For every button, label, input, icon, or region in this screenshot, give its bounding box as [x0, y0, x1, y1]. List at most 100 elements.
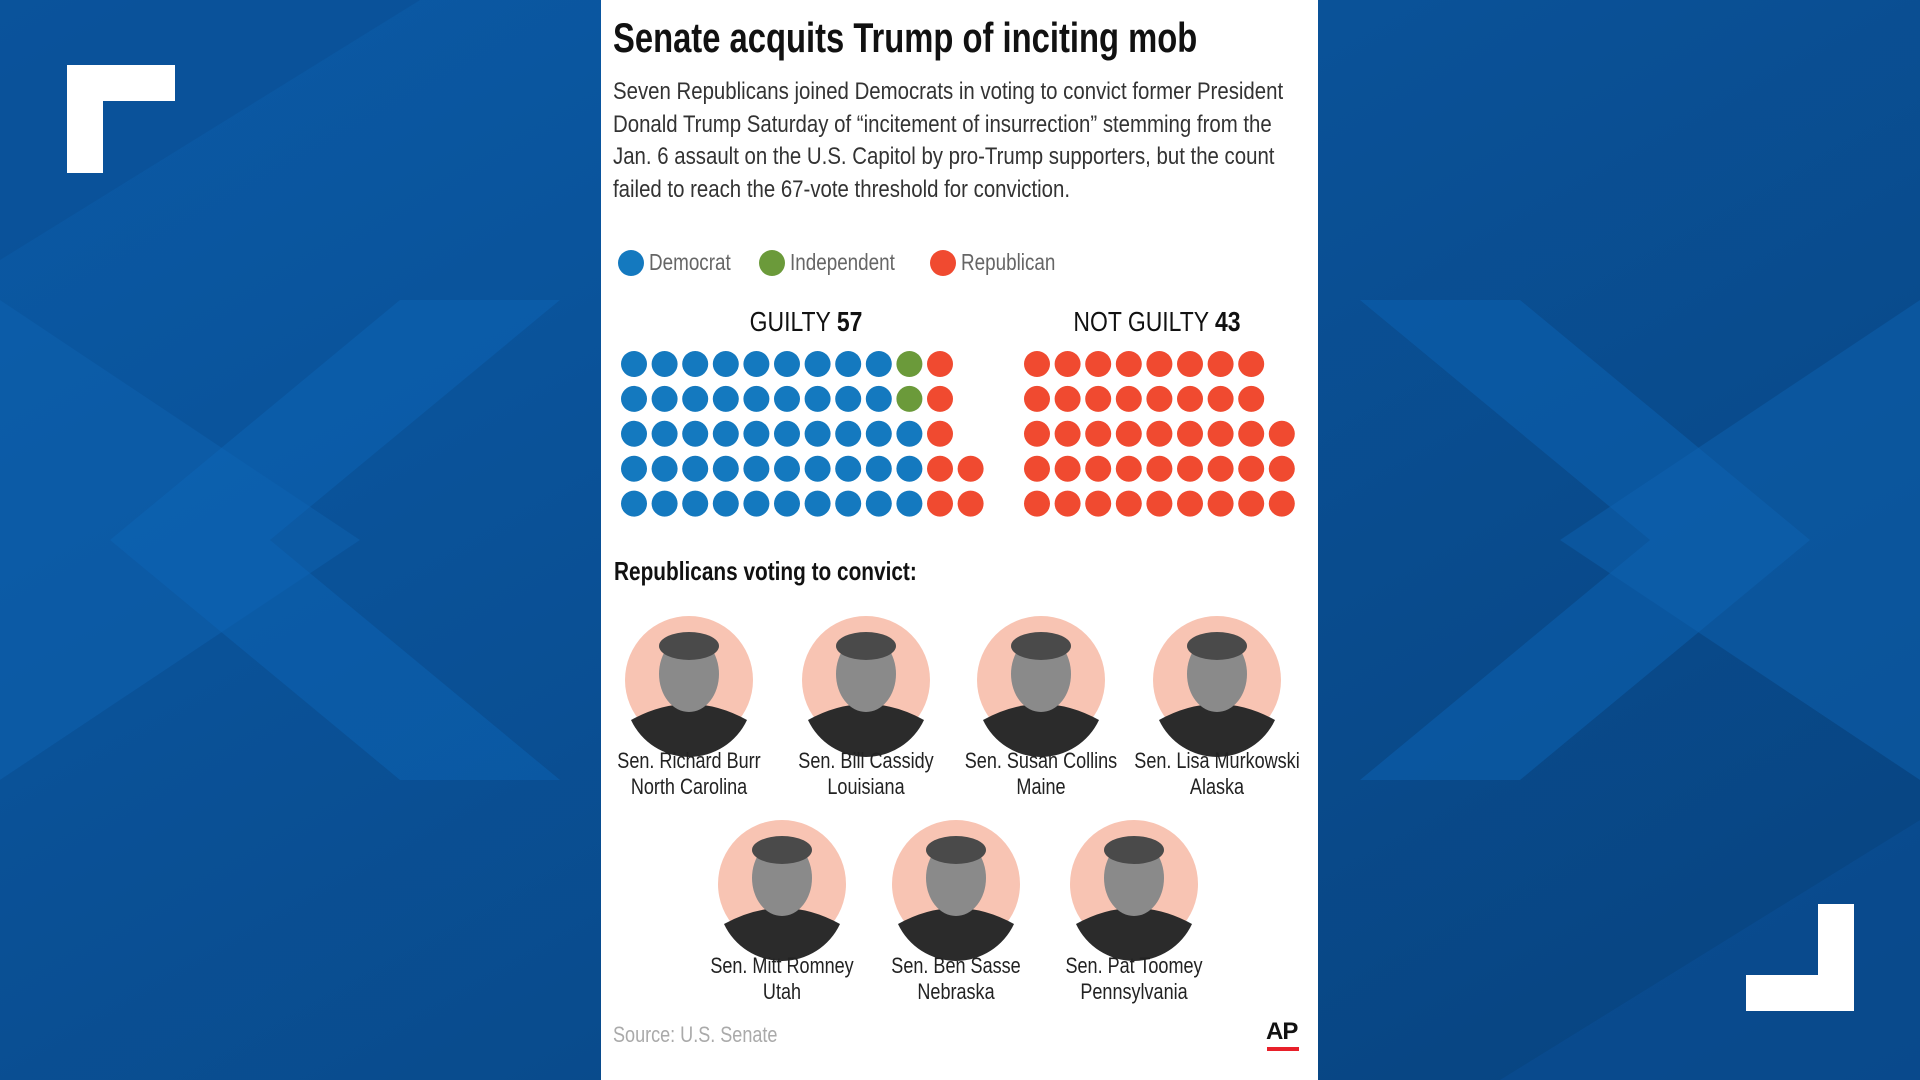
vote-dot — [1177, 385, 1203, 412]
vote-dot — [1054, 351, 1081, 377]
vote-dot — [1146, 420, 1173, 447]
portrait-body — [724, 908, 840, 961]
vote-dot — [774, 455, 800, 482]
credit-underline — [1267, 1047, 1299, 1051]
senator-name: Sen. Lisa Murkowski — [1134, 748, 1300, 773]
vote-dot — [1238, 420, 1265, 447]
vote-dot — [1085, 351, 1112, 377]
portrait-hair — [926, 836, 986, 864]
legend-label: Republican — [961, 249, 1056, 275]
vote-dot — [682, 351, 709, 377]
group-name: NOT GUILTY — [1073, 306, 1209, 337]
vote-dot — [1207, 455, 1234, 482]
senator-state: Louisiana — [827, 774, 905, 799]
vote-dot — [957, 455, 984, 482]
portrait-body — [1159, 704, 1275, 757]
vote-dot — [1024, 490, 1050, 517]
senator-state: Pennsylvania — [1080, 979, 1188, 1004]
vote-dot — [1177, 351, 1203, 377]
vote-dot — [835, 351, 862, 377]
vote-dot — [896, 455, 923, 482]
vote-dot — [621, 420, 647, 447]
senator-state: Alaska — [1189, 774, 1245, 799]
group-label: GUILTY 57 — [683, 306, 929, 338]
vote-dot — [621, 385, 647, 412]
portrait-hair — [752, 836, 812, 864]
vote-dot — [743, 351, 770, 377]
group-total: 43 — [1215, 306, 1241, 337]
vote-dot — [804, 385, 831, 412]
vote-dot — [865, 351, 892, 377]
vote-dot — [1146, 351, 1173, 377]
group-label: NOT GUILTY 43 — [1034, 306, 1280, 338]
vote-dot — [1024, 420, 1050, 447]
portrait-body — [983, 704, 1099, 757]
vote-dot — [682, 385, 709, 412]
vote-dot — [1054, 490, 1081, 517]
vote-dot — [896, 351, 923, 377]
vote-dot — [1115, 455, 1142, 482]
portrait-hair — [836, 632, 896, 660]
vote-dot — [835, 490, 862, 517]
vote-dot — [621, 351, 647, 377]
chart-title: Senate acquits Trump of inciting mob — [613, 14, 1198, 61]
vote-dot — [1177, 490, 1203, 517]
vote-dot — [1146, 490, 1173, 517]
vote-dot — [682, 490, 709, 517]
vote-dot — [1085, 420, 1112, 447]
senator-name: Sen. Richard Burr — [617, 748, 761, 773]
group-name: GUILTY — [749, 306, 831, 337]
vote-dot — [712, 385, 739, 412]
vote-dot — [927, 420, 953, 447]
portrait-hair — [659, 632, 719, 660]
vote-dot — [1115, 351, 1142, 377]
portrait-hair — [1187, 632, 1247, 660]
portrait-body — [631, 704, 747, 757]
vote-dot — [1054, 420, 1081, 447]
vote-dot — [651, 351, 678, 377]
vote-dot — [1085, 455, 1112, 482]
vote-dot — [1238, 455, 1265, 482]
vote-dot — [1085, 490, 1112, 517]
senator-state: North Carolina — [630, 774, 748, 799]
senator-name: Sen. Mitt Romney — [710, 953, 854, 978]
vote-dot — [1207, 490, 1234, 517]
legend-dot — [930, 250, 956, 276]
vote-dot — [621, 455, 647, 482]
vote-dot — [1115, 385, 1142, 412]
vote-dot — [682, 455, 709, 482]
vote-dot — [1115, 420, 1142, 447]
group-total: 57 — [836, 306, 863, 337]
vote-dot — [1024, 385, 1050, 412]
vote-dot — [651, 490, 678, 517]
vote-dot — [804, 455, 831, 482]
vote-dot — [712, 351, 739, 377]
subtitle: Seven Republicans joined Democrats in vo… — [613, 78, 1284, 203]
vote-dot — [1268, 420, 1295, 447]
portrait-hair — [1011, 632, 1071, 660]
vote-dot — [865, 420, 892, 447]
vote-dot — [1146, 385, 1173, 412]
vote-dot — [621, 490, 647, 517]
legend-label: Democrat — [649, 249, 731, 275]
vote-dot — [774, 351, 800, 377]
vote-dot — [774, 385, 800, 412]
vote-dot — [927, 385, 953, 412]
vote-dot — [804, 351, 831, 377]
vote-dot — [1146, 455, 1173, 482]
legend-dot — [759, 250, 785, 276]
portrait-body — [808, 704, 924, 757]
vote-dot — [1238, 351, 1265, 377]
vote-dot — [743, 455, 770, 482]
vote-dot — [1024, 455, 1050, 482]
portrait-hair — [1104, 836, 1164, 864]
vote-dot — [1177, 420, 1203, 447]
vote-dot — [896, 420, 923, 447]
senator-state: Maine — [1016, 774, 1066, 799]
vote-dot — [835, 385, 862, 412]
vote-dot — [835, 455, 862, 482]
vote-dot — [865, 490, 892, 517]
vote-dot — [1115, 490, 1142, 517]
vote-dot — [651, 455, 678, 482]
